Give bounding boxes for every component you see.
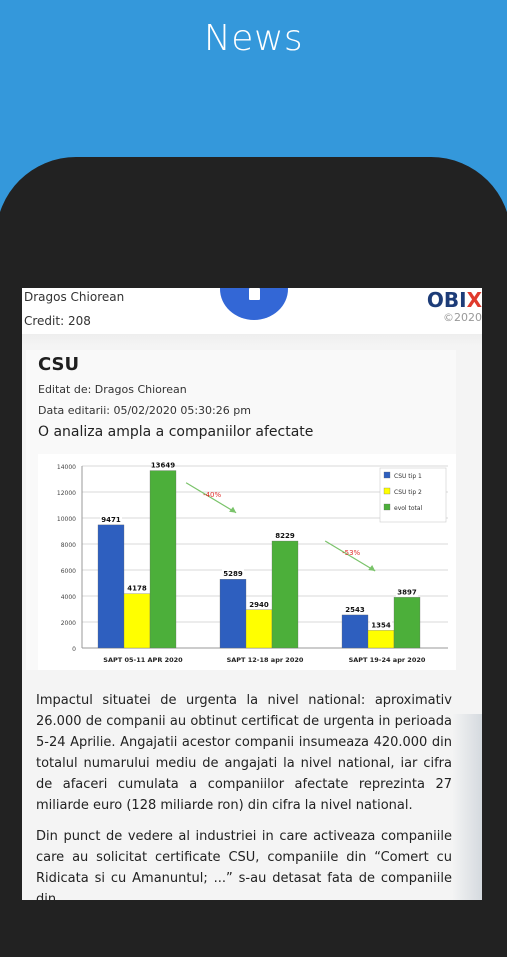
article-area: CSU Editat de: Dragos Chiorean Data edit… [22, 334, 482, 900]
article-date: Data editarii: 05/02/2020 05:30:26 pm [38, 404, 251, 417]
trend-arrowhead [368, 565, 376, 571]
legend-label: evol total [394, 505, 423, 512]
chart-bar [393, 597, 421, 649]
legend-label: CSU tip 2 [394, 489, 422, 496]
chart-bar [123, 593, 151, 649]
article-title: CSU [38, 354, 80, 375]
x-tick-label: SAPT 19-24 apr 2020 [349, 656, 426, 664]
data-label-bg [248, 599, 270, 609]
article-paragraph: Din punct de vedere al industriei in car… [36, 829, 452, 900]
y-tick-label: 2000 [61, 620, 76, 627]
obix-logo: OBIX [426, 288, 482, 312]
trend-arrow [185, 482, 237, 514]
y-tick-label: 8000 [61, 542, 76, 549]
chart-bar [245, 609, 273, 649]
user-credit: Credit: 208 [24, 314, 91, 328]
chart-bar [219, 579, 247, 649]
x-tick-label: SAPT 12-18 apr 2020 [227, 656, 304, 664]
data-label: 13649 [151, 462, 175, 470]
data-label: 2940 [249, 601, 269, 609]
trend-annotation: -40% [203, 491, 221, 499]
article-editor: Editat de: Dragos Chiorean [38, 383, 187, 396]
data-label: 3897 [397, 588, 417, 596]
x-tick-label: SAPT 05-11 APR 2020 [103, 656, 183, 664]
data-label-bg [100, 514, 122, 524]
y-tick-label: 6000 [61, 568, 76, 575]
copyright-text: ©2020 [443, 311, 482, 324]
legend-swatch [383, 487, 391, 495]
trend-arrow [324, 540, 376, 572]
data-label: 2543 [345, 606, 365, 614]
data-label-bg [396, 587, 418, 597]
article-paragraph: Impactul situatei de urgenta la nivel na… [36, 693, 452, 813]
data-label-bg [370, 620, 392, 630]
legend-label: CSU tip 1 [394, 473, 422, 480]
action-button[interactable] [220, 288, 288, 320]
bar-chart: 0 2000 4000 6000 8000 10000 12000 14000 9471 4178… [38, 454, 456, 670]
square-icon [249, 288, 260, 300]
page-title: News [203, 18, 304, 59]
trend-annotation: -53% [342, 549, 360, 557]
legend-swatch [383, 471, 391, 479]
chart-bar [367, 630, 395, 649]
article-card[interactable]: CSU Editat de: Dragos Chiorean Data edit… [26, 350, 456, 670]
data-label-bg [126, 583, 148, 593]
y-tick-label: 0 [72, 646, 76, 653]
data-label: 9471 [101, 516, 121, 524]
data-label: 4178 [127, 585, 147, 593]
legend-box [379, 467, 447, 523]
app-screen: Dragos Chiorean Credit: 208 OBIX ©2020 C… [22, 288, 482, 900]
scroll-shadow [452, 714, 482, 900]
chart-bar [149, 470, 177, 649]
article-subtitle: O analiza ampla a companiilor afectate [38, 424, 314, 440]
chart-svg: 0 2000 4000 6000 8000 10000 12000 14000 9471 4178… [57, 460, 448, 664]
data-label: 8229 [275, 532, 295, 540]
data-label: 1354 [371, 621, 391, 629]
chart-bar [271, 540, 299, 649]
legend-swatch [383, 503, 391, 511]
data-label-bg [152, 460, 174, 470]
app-topbar: Dragos Chiorean Credit: 208 OBIX ©2020 [22, 288, 482, 334]
data-label-bg [274, 531, 296, 541]
y-tick-label: 14000 [57, 464, 76, 471]
y-tick-label: 12000 [57, 490, 76, 497]
article-body: Impactul situatei de urgenta la nivel na… [36, 690, 452, 900]
user-name: Dragos Chiorean [24, 290, 125, 304]
chart-bar [341, 614, 369, 649]
data-label-bg [222, 569, 244, 579]
data-label-bg [344, 604, 366, 614]
y-tick-label: 4000 [61, 594, 76, 601]
data-label: 5289 [223, 570, 243, 578]
y-tick-label: 10000 [57, 516, 76, 523]
trend-arrowhead [229, 506, 237, 513]
chart-bar [97, 524, 125, 649]
